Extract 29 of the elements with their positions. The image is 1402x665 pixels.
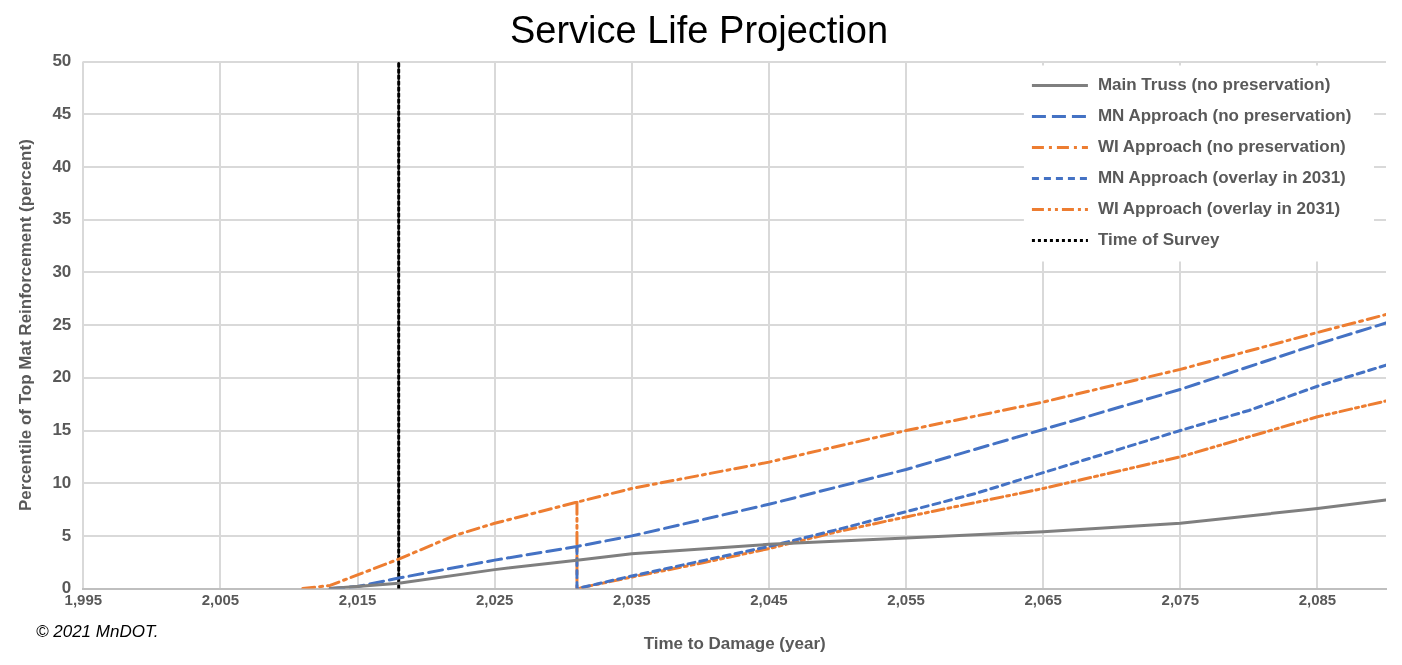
x-tick-label: 2,075: [1161, 590, 1200, 608]
x-tick-label: 2,015: [338, 590, 377, 608]
x-axis-title: Time to Damage (year): [643, 634, 826, 654]
x-tick-label: 2,035: [613, 590, 651, 608]
chart-title: Service Life Projection: [509, 9, 889, 52]
y-tick-label: 30: [52, 262, 72, 282]
y-tick-label: 20: [52, 367, 72, 387]
x-tick-label: 2,045: [750, 590, 788, 608]
x-tick-label: 2,085: [1298, 590, 1337, 608]
y-tick-label: 35: [52, 209, 72, 229]
x-tick-label: 2,005: [201, 590, 240, 608]
text: © 2021 MnDOT.: [36, 622, 159, 642]
y-tick-label: 10: [52, 472, 72, 492]
x-tick-label: 2,055: [887, 590, 925, 608]
x-tick-label: 2,065: [1024, 590, 1062, 608]
legend-label: MN Approach (no preservation): [1097, 106, 1352, 126]
legend-label: Time of Survey: [1097, 230, 1221, 250]
y-tick-label: 45: [52, 103, 72, 123]
y-tick-label: 15: [52, 420, 72, 440]
y-tick-label: 5: [61, 525, 72, 545]
y-tick-label: 40: [52, 156, 72, 176]
legend-label: WI Approach (overlay in 2031): [1097, 199, 1341, 219]
legend-label: Main Truss (no preservation): [1097, 75, 1331, 95]
legend-label: MN Approach (overlay in 2031): [1097, 168, 1346, 188]
y-tick-label: 25: [52, 314, 72, 334]
legend-label: WI Approach (no preservation): [1097, 137, 1346, 157]
y-axis-title: Percentile of Top Mat Reinforcement (percent): [15, 139, 35, 512]
y-tick-label: 50: [52, 51, 72, 71]
x-tick-label: 2,025: [475, 590, 514, 608]
